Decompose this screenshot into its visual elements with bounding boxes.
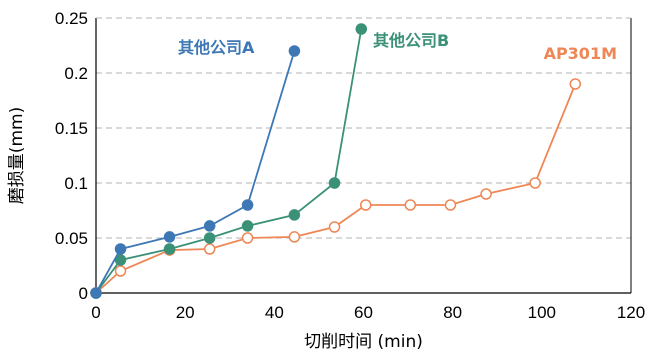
data-point	[288, 231, 301, 243]
data-point	[163, 243, 176, 255]
data-point	[203, 220, 216, 232]
series-name-label: 其他公司A	[178, 38, 255, 57]
data-point	[241, 232, 254, 244]
data-point	[241, 220, 254, 232]
data-point	[328, 221, 341, 233]
data-point	[90, 287, 102, 299]
data-point	[203, 243, 216, 255]
x-tick-label: 80	[443, 303, 462, 322]
x-tick-label: 60	[354, 303, 373, 322]
x-tick-label: 0	[91, 303, 100, 322]
data-point	[114, 265, 127, 277]
series-line	[95, 28, 363, 294]
y-axis-title: 磨损量(mm)	[7, 107, 27, 204]
series-name-label: AP301M	[544, 44, 617, 63]
data-point	[359, 199, 372, 211]
data-point	[288, 45, 301, 57]
x-tick-label: 120	[617, 303, 645, 322]
y-tick-label: 0.1	[64, 174, 88, 193]
y-tick-label: 0.15	[55, 119, 88, 138]
data-point	[114, 243, 127, 255]
series-labels: 其他公司A 其他公司B AP301M	[178, 31, 617, 63]
data-point	[480, 188, 492, 200]
series-line	[95, 50, 296, 294]
y-tick-label: 0.2	[64, 64, 88, 83]
x-tick-label: 20	[176, 303, 195, 322]
data-point	[288, 209, 301, 221]
series-name-label: 其他公司B	[373, 31, 449, 50]
data-point	[444, 199, 457, 211]
y-tick-label: 0.05	[55, 229, 88, 248]
data-point	[163, 231, 176, 243]
data-point	[328, 177, 341, 189]
axes: 0 0.05 0.1 0.15 0.2 0.25 0 20 40 60 80 100 120	[55, 9, 645, 322]
x-axis-title: 切削时间 (min)	[304, 332, 423, 352]
data-point	[203, 232, 216, 244]
data-point	[529, 177, 541, 189]
y-tick-label: 0	[79, 284, 88, 303]
x-tick-label: 100	[528, 303, 556, 322]
data-point	[114, 254, 127, 266]
data-point	[241, 199, 254, 211]
y-tick-label: 0.25	[55, 9, 88, 28]
data-point	[404, 199, 417, 211]
series-lines	[90, 23, 582, 299]
data-point	[569, 78, 582, 90]
x-tick-label: 40	[265, 303, 284, 322]
data-point	[355, 23, 368, 35]
